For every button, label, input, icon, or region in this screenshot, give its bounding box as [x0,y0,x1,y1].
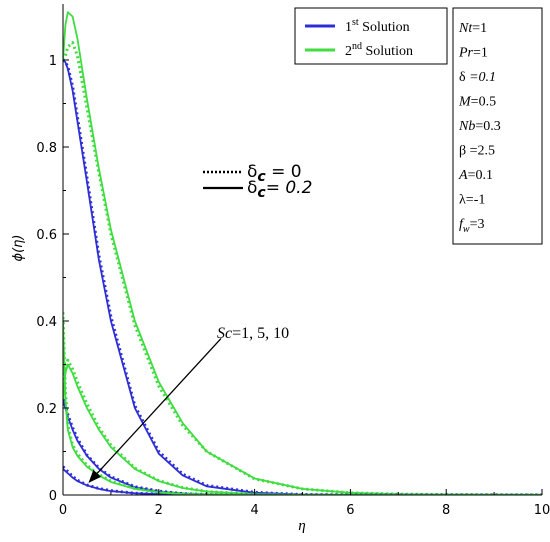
series-line-2nd-sc1-dotted [63,41,542,495]
parameters-box [452,7,543,245]
series-line-1st-sc5-solid [63,399,542,495]
solutions-legend-sup: nd [352,41,362,52]
y-tick-label: 1 [49,54,57,69]
series-line-2nd-sc10-solid [63,320,542,495]
y-axis-label: ϕ(η) [11,235,26,262]
delta-subscript: c [257,169,266,185]
parameter-value: =0.5 [471,95,496,110]
x-tick-label: 2 [155,503,163,518]
x-tick-label: 10 [534,503,550,518]
delta-symbol: δ [247,178,257,198]
delta-value: = 0 [266,162,302,182]
parameter-sub: w [463,224,470,235]
series-layer [63,11,542,495]
y-tick-label: 0.6 [36,228,57,243]
series-line-1st-sc10-dotted [63,465,542,495]
solutions-legend-label: 1st Solution [345,17,410,35]
parameter-name: Nt [458,21,473,36]
series-line-2nd-sc5-solid [63,363,542,495]
parameter-value: =3 [470,217,485,232]
y-tick-label: 0.8 [36,141,57,156]
series-line-1st-sc10-solid [63,468,542,495]
sc-arrow [88,337,222,483]
delta-legend-label: δc = 0 [247,162,302,185]
annotation-layer: Sc=1, 5, 10 [88,325,289,483]
ticks: 0 2 4 6 8 10 0 0.2 0.4 0.6 0.8 1 η ϕ(η) [11,54,550,534]
parameter-entry: β =2.5 [459,144,495,159]
solutions-legend-rest: Solution [362,44,413,59]
parameter-entry: M=0.5 [458,95,496,110]
delta-symbol: δ [247,162,257,182]
parameter-entry: Nt=1 [458,21,487,36]
x-tick-label: 0 [59,503,67,518]
delta-subscript: c [257,185,266,201]
series-line-2nd-sc5-dotted [63,358,542,495]
solutions-legend-sup: st [352,17,359,28]
solutions-legend-base: 2 [345,44,352,59]
parameter-entry: Nb=0.3 [458,119,501,134]
parameter-entry: A=0.1 [458,168,493,183]
delta-legend-label: δc= 0.2 [247,178,312,201]
solutions-legend-box [294,7,448,65]
x-tick-label: 8 [442,503,450,518]
parameter-entry: Pr=1 [458,46,488,61]
series-line-1st-sc1-solid [63,59,542,495]
sc-annotation-name: Sc [217,325,232,342]
solutions-legend-base: 1 [345,20,352,35]
sc-annotation-value: =1, 5, 10 [232,325,289,342]
parameter-entry: fwfw=3 [459,217,484,235]
parameter-entry: λ=-1 [459,193,485,208]
series-line-1st-sc5-dotted [63,398,542,495]
parameter-value: =1 [473,46,488,61]
y-tick-label: 0.4 [36,315,57,330]
parameter-name: δ [459,70,466,85]
series-line-2nd-sc10-dotted [63,312,542,495]
x-tick-label: 6 [346,503,354,518]
series-line-2nd-sc1-solid [63,11,542,495]
parameter-value: =2.5 [466,144,495,159]
parameter-name: λ [459,193,466,208]
solutions-legend-label: 2nd Solution [345,41,413,59]
delta-value: = 0.2 [266,178,313,198]
parameter-name: A [458,168,468,183]
parameter-value: =0.1 [468,168,493,183]
y-tick-label: 0.2 [36,402,57,417]
parameter-name: M [458,95,472,110]
parameter-value: =0.1 [466,70,496,85]
series-line-1st-sc1-dotted [63,58,542,495]
parameter-value: =-1 [466,193,486,208]
parameter-value: =1 [472,21,487,36]
parameter-entry: δ =0.1 [459,70,496,85]
x-tick-label: 4 [250,503,258,518]
y-tick-label: 0 [49,489,57,504]
parameter-name: β [459,144,466,159]
parameter-name: Nb [458,119,475,134]
parameter-value: =0.3 [475,119,500,134]
parameter-f: f [459,217,465,232]
parameter-name: Pr [458,46,474,61]
x-axis-label: η [298,518,305,534]
solutions-legend-rest: Solution [359,20,410,35]
sc-annotation: Sc=1, 5, 10 [217,325,289,342]
